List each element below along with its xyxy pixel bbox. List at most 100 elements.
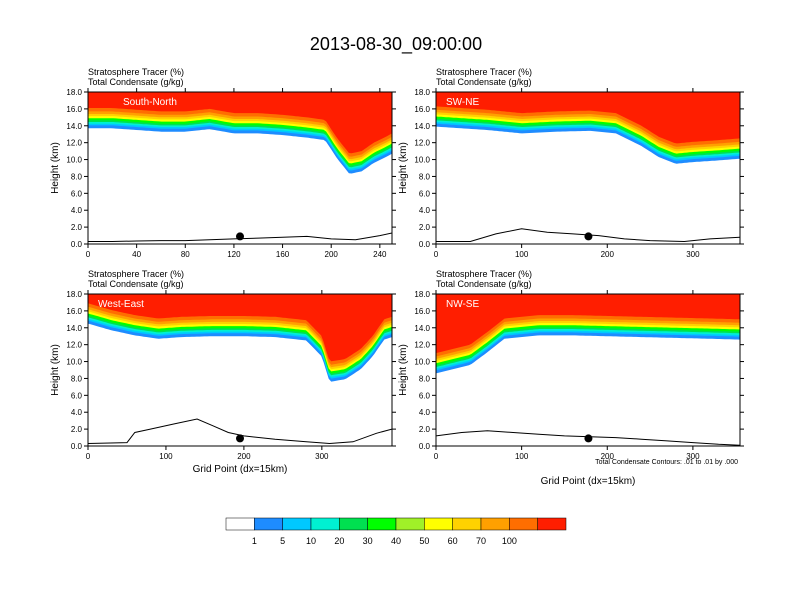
- y-tick-label: 12.0: [66, 139, 82, 148]
- y-tick-label: 14.0: [414, 122, 430, 131]
- colorbar-label: 5: [280, 536, 285, 546]
- x-tick-label: 240: [373, 250, 387, 259]
- colorbar-label: 40: [391, 536, 401, 546]
- plot-frame: [87, 91, 393, 245]
- y-tick-label: 12.0: [66, 341, 82, 350]
- y-tick-label: 0.0: [71, 442, 83, 451]
- colorbar-label: 30: [363, 536, 373, 546]
- contour-footnote: Total Condensate Contours: .01 to .01 by…: [595, 459, 738, 466]
- y-tick-label: 0.0: [419, 442, 431, 451]
- panel-3: 0.0 2.0 4.0 6.0 8.0 10.0 12.0 14.0 16.0 18.0 0 100 2…: [50, 269, 396, 475]
- panel-label-tracer: Stratosphere Tracer (%): [436, 67, 532, 77]
- terrain-contour: [88, 232, 392, 242]
- panel-label-tracer: Stratosphere Tracer (%): [436, 269, 532, 279]
- x-tick-label: 0: [434, 250, 439, 259]
- location-marker: [236, 232, 244, 241]
- colorbar-box: [480, 517, 510, 531]
- y-tick-label: 8.0: [71, 374, 83, 383]
- y-axis-label: Height (km): [398, 142, 409, 194]
- y-tick-label: 2.0: [419, 223, 431, 232]
- y-tick-label: 4.0: [71, 408, 83, 417]
- y-tick-label: 16.0: [66, 307, 82, 316]
- panels: 0.0 2.0 4.0 6.0 8.0 10.0 12.0 14.0 16.0 18.0 0 40 80…: [50, 67, 744, 487]
- colorbar-box: [339, 517, 368, 531]
- colorbar-box: [509, 517, 538, 531]
- y-tick-label: 14.0: [66, 324, 82, 333]
- tracer-band-10: [436, 92, 740, 144]
- location-marker: [236, 434, 244, 443]
- y-tick-label: 10.0: [414, 156, 430, 165]
- panel-label-tracer: Stratosphere Tracer (%): [88, 67, 184, 77]
- y-tick-label: 8.0: [419, 374, 431, 383]
- y-tick-label: 8.0: [71, 172, 83, 181]
- colorbar-label: 50: [419, 536, 429, 546]
- y-tick-label: 6.0: [71, 391, 83, 400]
- y-tick-label: 6.0: [419, 391, 431, 400]
- tracer-band-10: [88, 92, 392, 154]
- x-tick-label: 0: [434, 452, 439, 461]
- colorbar-label: 100: [502, 536, 517, 546]
- y-tick-label: 10.0: [66, 358, 82, 367]
- colorbar-label: 60: [448, 536, 458, 546]
- y-axis-label: Height (km): [50, 344, 61, 396]
- panel-1: 0.0 2.0 4.0 6.0 8.0 10.0 12.0 14.0 16.0 18.0 0 40 80…: [50, 67, 396, 259]
- y-tick-label: 12.0: [414, 139, 430, 148]
- y-tick-label: 18.0: [414, 88, 430, 97]
- plot-area: [436, 294, 740, 446]
- panel-label-condensate: Total Condensate (g/kg): [436, 279, 532, 289]
- plot-frame: [435, 293, 741, 447]
- x-axis-label: Grid Point (dx=15km): [193, 464, 288, 475]
- colorbar: 1 5 10 20 30 40 50 60 70 100: [225, 517, 567, 546]
- colorbar-label: 1: [252, 536, 257, 546]
- x-tick-label: 40: [132, 250, 141, 259]
- y-tick-label: 8.0: [419, 172, 431, 181]
- y-tick-label: 18.0: [66, 290, 82, 299]
- panel-2: 0.0 2.0 4.0 6.0 8.0 10.0 12.0 14.0 16.0 18.0 0 100 2…: [398, 67, 744, 259]
- colorbar-box: [254, 517, 283, 531]
- x-tick-label: 300: [315, 452, 329, 461]
- section-name: NW-SE: [446, 299, 479, 310]
- panel-label-tracer: Stratosphere Tracer (%): [88, 269, 184, 279]
- colorbar-box: [310, 517, 340, 531]
- y-axis-label: Height (km): [398, 344, 409, 396]
- section-name: SW-NE: [446, 97, 479, 108]
- panel-label-condensate: Total Condensate (g/kg): [88, 279, 184, 289]
- y-tick-label: 0.0: [71, 240, 83, 249]
- plot-frame: [435, 91, 741, 245]
- x-tick-label: 160: [276, 250, 290, 259]
- y-axis-label: Height (km): [50, 142, 61, 194]
- y-tick-label: 6.0: [71, 189, 83, 198]
- figure-title: 2013-08-30_09:00:00: [310, 34, 482, 55]
- x-tick-label: 300: [686, 452, 700, 461]
- y-tick-label: 18.0: [414, 290, 430, 299]
- plot-area: [88, 92, 392, 244]
- y-tick-label: 6.0: [419, 189, 431, 198]
- y-tick-label: 2.0: [419, 425, 431, 434]
- y-tick-label: 10.0: [414, 358, 430, 367]
- panel-label-condensate: Total Condensate (g/kg): [88, 77, 184, 87]
- y-tick-label: 2.0: [71, 223, 83, 232]
- tracer-band-10: [88, 294, 392, 362]
- y-tick-label: 18.0: [66, 88, 82, 97]
- y-tick-label: 4.0: [419, 206, 431, 215]
- x-tick-label: 120: [227, 250, 241, 259]
- colorbar-box: [537, 517, 567, 531]
- panel-label-condensate: Total Condensate (g/kg): [436, 77, 532, 87]
- x-tick-label: 200: [237, 452, 251, 461]
- colorbar-box: [452, 517, 482, 531]
- x-axis-label: Grid Point (dx=15km): [541, 476, 636, 487]
- x-tick-label: 100: [159, 452, 173, 461]
- colorbar-box: [225, 517, 255, 531]
- x-tick-label: 200: [601, 250, 615, 259]
- x-tick-label: 0: [86, 250, 91, 259]
- location-marker: [584, 434, 593, 443]
- y-tick-label: 16.0: [66, 105, 82, 114]
- y-tick-label: 4.0: [419, 408, 431, 417]
- x-tick-label: 200: [601, 452, 615, 461]
- y-tick-label: 16.0: [414, 307, 430, 316]
- y-tick-label: 2.0: [71, 425, 83, 434]
- y-tick-label: 12.0: [414, 341, 430, 350]
- tracer-band-10: [436, 294, 740, 354]
- x-tick-label: 200: [325, 250, 339, 259]
